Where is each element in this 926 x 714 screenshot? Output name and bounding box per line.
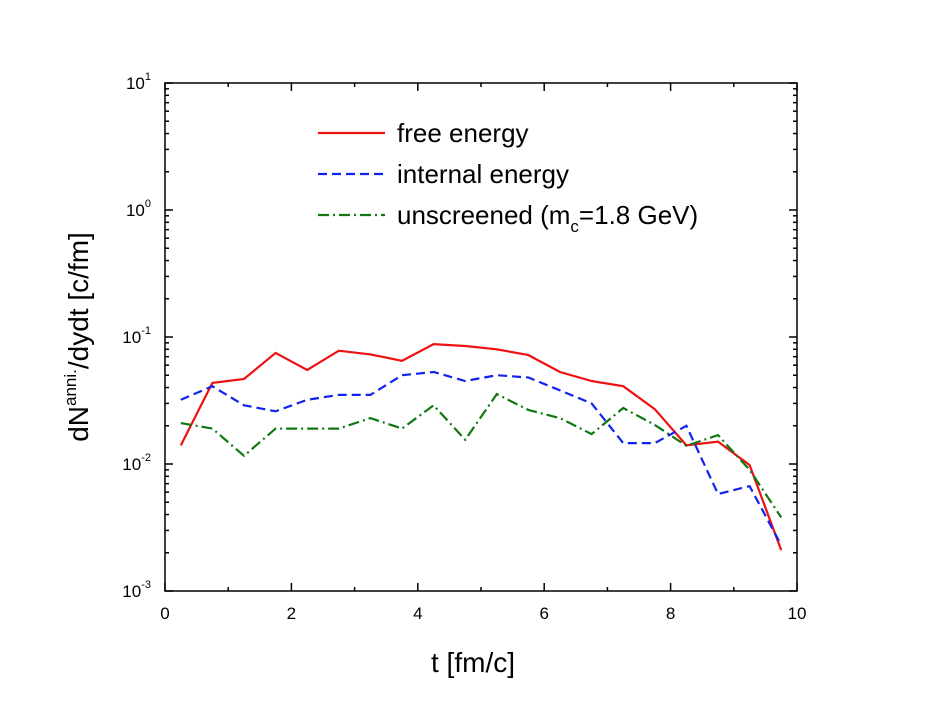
x-tick-label: 2 <box>287 604 296 623</box>
y-tick-label: 10-2 <box>122 452 151 474</box>
y-tick-label: 100 <box>126 198 151 220</box>
series-line <box>180 370 783 546</box>
y-tick-base: 10 <box>122 582 141 601</box>
y-label-base: dN <box>63 406 94 442</box>
y-tick-label: 10-1 <box>122 325 151 347</box>
y-tick-base: 10 <box>122 455 141 474</box>
legend-label: unscreened (mc=1.8 GeV) <box>397 200 698 236</box>
y-tick-exponent: 0 <box>145 198 151 210</box>
y-axis-label: dNanni./dydt [c/fm] <box>61 232 94 442</box>
x-axis-label: t [fm/c] <box>431 647 515 678</box>
legend-label: free energy <box>397 118 529 148</box>
y-tick-label: 101 <box>126 71 151 93</box>
y-tick-base: 10 <box>126 201 145 220</box>
y-label-rest: /dydt [c/fm] <box>63 232 94 369</box>
series-line <box>180 392 783 519</box>
x-tick-label: 4 <box>413 604 422 623</box>
x-tick-label: 10 <box>788 604 807 623</box>
x-tick-label: 6 <box>539 604 548 623</box>
legend-label-part: c <box>570 217 579 236</box>
y-tick-base: 10 <box>126 74 145 93</box>
x-tick-label: 8 <box>666 604 675 623</box>
y-tick-label: 10-3 <box>122 579 151 601</box>
y-tick-base: 10 <box>122 328 141 347</box>
y-tick-exponent: 1 <box>145 71 151 83</box>
series-line <box>179 342 783 551</box>
y-tick-exponent: -2 <box>141 452 151 464</box>
y-tick-exponent: -1 <box>141 325 151 337</box>
legend-label-part: =1.8 GeV) <box>579 200 698 230</box>
x-tick-label: 0 <box>160 604 169 623</box>
y-label-sup: anni. <box>61 369 80 406</box>
legend-label-part: unscreened (m <box>397 200 570 230</box>
legend-label: internal energy <box>397 159 569 189</box>
y-tick-exponent: -3 <box>141 579 151 591</box>
